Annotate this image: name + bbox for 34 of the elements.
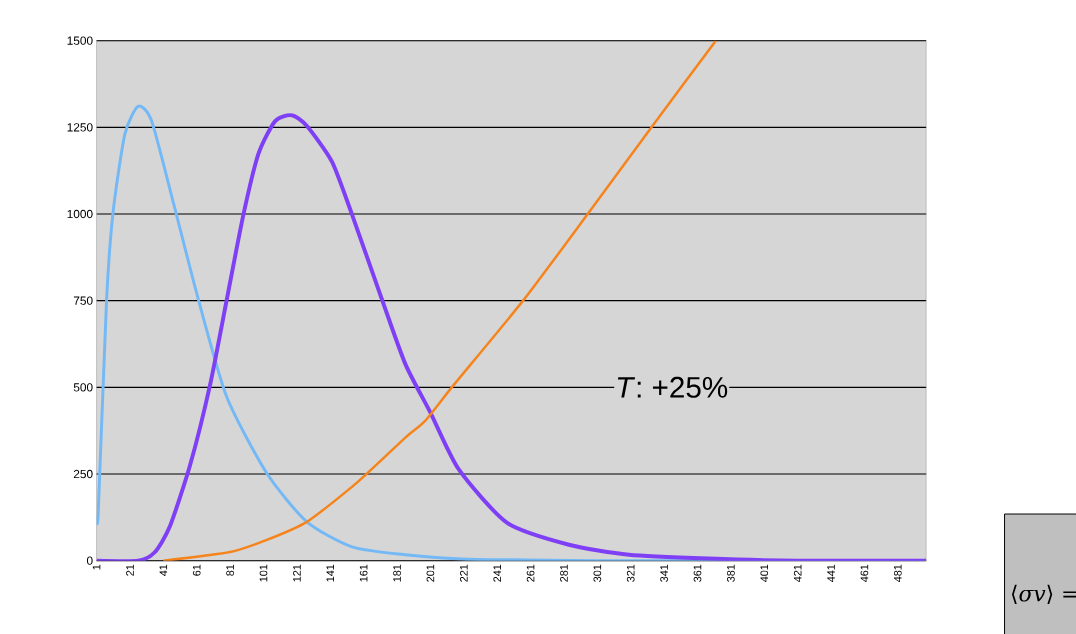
x-tick-label: 441 <box>827 564 835 582</box>
x-tick-label: 361 <box>693 564 702 582</box>
y-tick-label: 0 <box>86 556 93 565</box>
x-tick-label: 401 <box>760 564 769 582</box>
y-tick-label: 750 <box>73 296 93 305</box>
x-tick-label: 161 <box>359 564 368 582</box>
x-tick-label: 321 <box>626 564 635 582</box>
x-tick-label: 81 <box>226 564 234 576</box>
text: ⟨σv⟩ = <box>1011 584 1076 605</box>
x-tick-label: 41 <box>159 564 168 576</box>
x-tick-label: 301 <box>593 564 602 582</box>
y-tick-label: 250 <box>73 469 93 479</box>
y-tick-label: 1250 <box>67 123 93 132</box>
x-tick-label: 381 <box>727 564 735 582</box>
x-tick-label: 121 <box>293 564 301 582</box>
y-tick-label: 1000 <box>67 209 93 219</box>
x-tick-label: 241 <box>493 564 501 582</box>
y-tick-label: 1500 <box>67 36 93 45</box>
annotation: T: +25% <box>617 376 728 398</box>
x-tick-label: 101 <box>259 564 268 582</box>
x-tick-label: 61 <box>192 564 201 576</box>
x-tick-label: 461 <box>860 564 869 582</box>
x-tick-label: 21 <box>126 564 134 576</box>
x-tick-label: 201 <box>426 564 435 582</box>
y-tick-label: 500 <box>73 383 93 392</box>
x-tick-label: 141 <box>326 564 334 582</box>
x-tick-label: 281 <box>560 564 568 582</box>
x-tick-label: 1 <box>92 564 101 570</box>
x-tick-label: 261 <box>526 564 535 582</box>
x-tick-label: 341 <box>660 564 668 582</box>
x-tick-label: 481 <box>893 564 902 582</box>
x-tick-label: 181 <box>393 564 401 582</box>
x-tick-label: 221 <box>460 564 468 582</box>
x-tick-label: 421 <box>793 564 802 582</box>
